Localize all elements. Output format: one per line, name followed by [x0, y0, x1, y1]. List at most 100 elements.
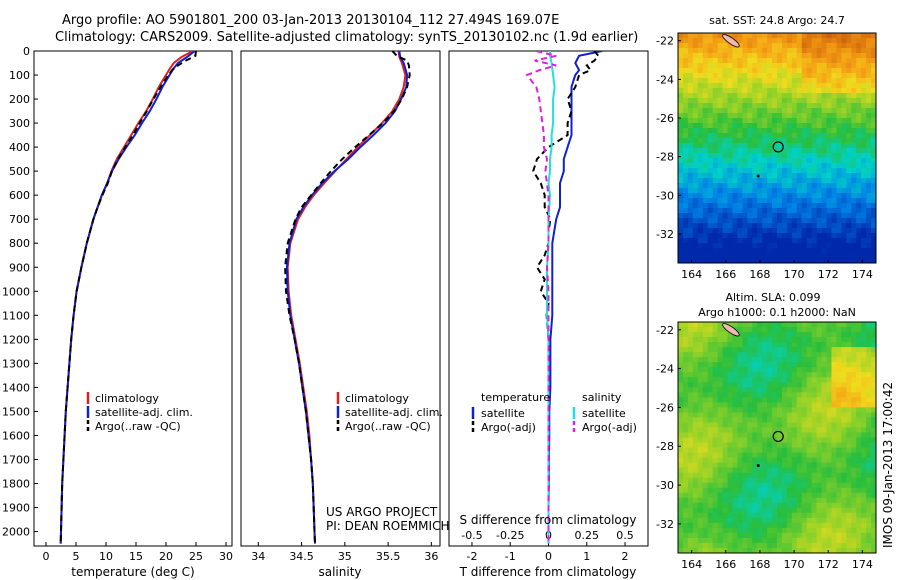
heatmap-cell	[796, 457, 803, 464]
heatmap-cell	[866, 33, 872, 39]
heatmap-cell	[692, 228, 699, 234]
heatmap-cell	[767, 183, 773, 189]
heatmap-cell	[836, 527, 842, 534]
heatmap-cell	[702, 98, 709, 104]
heatmap-cell	[866, 98, 872, 104]
heatmap-cell	[732, 238, 738, 244]
heatmap-cell	[737, 148, 743, 154]
heatmap-cell	[752, 68, 758, 74]
heatmap-cell	[717, 78, 723, 84]
heatmap-cell	[678, 392, 684, 398]
heatmap-cell	[742, 417, 748, 423]
heatmap-cell	[856, 233, 862, 239]
heatmap-cell	[856, 422, 862, 428]
heatmap-cell	[846, 53, 852, 59]
heatmap-cell	[707, 327, 714, 333]
heatmap-cell	[777, 352, 783, 358]
heatmap-cell	[772, 188, 778, 194]
heatmap-cell	[821, 487, 827, 494]
heatmap-cell	[697, 63, 704, 69]
heatmap-cell	[786, 118, 793, 124]
heatmap-cell	[856, 118, 862, 124]
project-annotation-line-2: PI: DEAN ROEMMICH	[326, 519, 449, 533]
heatmap-cell	[727, 332, 733, 338]
heatmap-cell	[801, 522, 808, 529]
heatmap-cell	[841, 183, 847, 189]
heatmap-cell	[836, 417, 842, 423]
heatmap-cell	[866, 527, 872, 534]
heatmap-cell	[777, 33, 783, 39]
heatmap-cell	[826, 98, 832, 104]
heatmap-cell	[836, 332, 842, 338]
heatmap-cell	[866, 198, 872, 204]
heatmap-cell	[836, 128, 842, 134]
heatmap-cell	[786, 68, 793, 74]
heatmap-cell	[791, 487, 798, 494]
heatmap-cell	[767, 412, 773, 418]
heatmap-cell	[707, 507, 714, 514]
heatmap-cell	[786, 422, 793, 428]
heatmap-cell	[821, 248, 827, 254]
heatmap-cell	[821, 372, 827, 378]
heatmap-cell	[727, 133, 733, 139]
heatmap-cell	[816, 113, 822, 119]
heatmap-cell	[846, 233, 852, 239]
heatmap-cell	[861, 188, 867, 194]
heatmap-cell	[717, 477, 723, 484]
heatmap-cell	[846, 377, 852, 383]
heatmap-cell	[727, 407, 733, 413]
heatmap-cell	[806, 258, 813, 264]
heatmap-cell	[767, 387, 773, 393]
heatmap-cell	[836, 158, 842, 164]
heatmap-cell	[717, 547, 723, 554]
heatmap-cell	[757, 118, 763, 124]
heatmap-cell	[682, 427, 689, 433]
heatmap-cell	[717, 427, 723, 433]
heatmap-cell	[846, 547, 852, 554]
heatmap-cell	[846, 437, 852, 443]
heatmap-cell	[856, 178, 862, 184]
heatmap-cell	[796, 78, 803, 84]
heatmap-cell	[707, 322, 714, 328]
heatmap-cell	[851, 253, 857, 259]
heatmap-cell	[727, 427, 733, 433]
heatmap-cell	[737, 427, 743, 433]
heatmap-cell	[692, 497, 699, 504]
heatmap-cell	[707, 138, 714, 144]
heatmap-cell	[697, 73, 704, 79]
island-marker	[756, 174, 760, 178]
heatmap-cell	[861, 38, 867, 44]
heatmap-cell	[786, 372, 793, 378]
heatmap-cell	[682, 482, 689, 489]
heatmap-cell	[821, 98, 827, 104]
heatmap-cell	[796, 427, 803, 433]
heatmap-cell	[856, 228, 862, 234]
heatmap-cell	[781, 73, 788, 79]
heatmap-cell	[777, 482, 783, 489]
heatmap-cell	[856, 447, 862, 453]
heatmap-cell	[678, 133, 684, 139]
heatmap-cell	[772, 78, 778, 84]
heatmap-cell	[722, 547, 728, 554]
heatmap-cell	[846, 208, 852, 214]
heatmap-cell	[762, 163, 768, 169]
heatmap-cell	[791, 63, 798, 69]
depth-axis: 0100200300400500600700800900100011001200…	[2, 45, 38, 539]
heatmap-cell	[801, 547, 808, 554]
heatmap-cell	[712, 397, 718, 403]
heatmap-cell	[682, 173, 689, 179]
heatmap-cell	[841, 203, 847, 209]
salinity-axes-frame	[240, 50, 441, 547]
heatmap-cell	[791, 138, 798, 144]
heatmap-cell	[757, 58, 763, 64]
heatmap-cell	[826, 203, 832, 209]
heatmap-cell	[702, 143, 709, 149]
heatmap-cell	[742, 527, 748, 534]
heatmap-cell	[707, 83, 714, 89]
heatmap-cell	[732, 193, 738, 199]
heatmap-cell	[707, 118, 714, 124]
heatmap-cell	[806, 178, 813, 184]
heatmap-cell	[727, 193, 733, 199]
heatmap-cell	[851, 352, 857, 358]
heatmap-cell	[767, 188, 773, 194]
